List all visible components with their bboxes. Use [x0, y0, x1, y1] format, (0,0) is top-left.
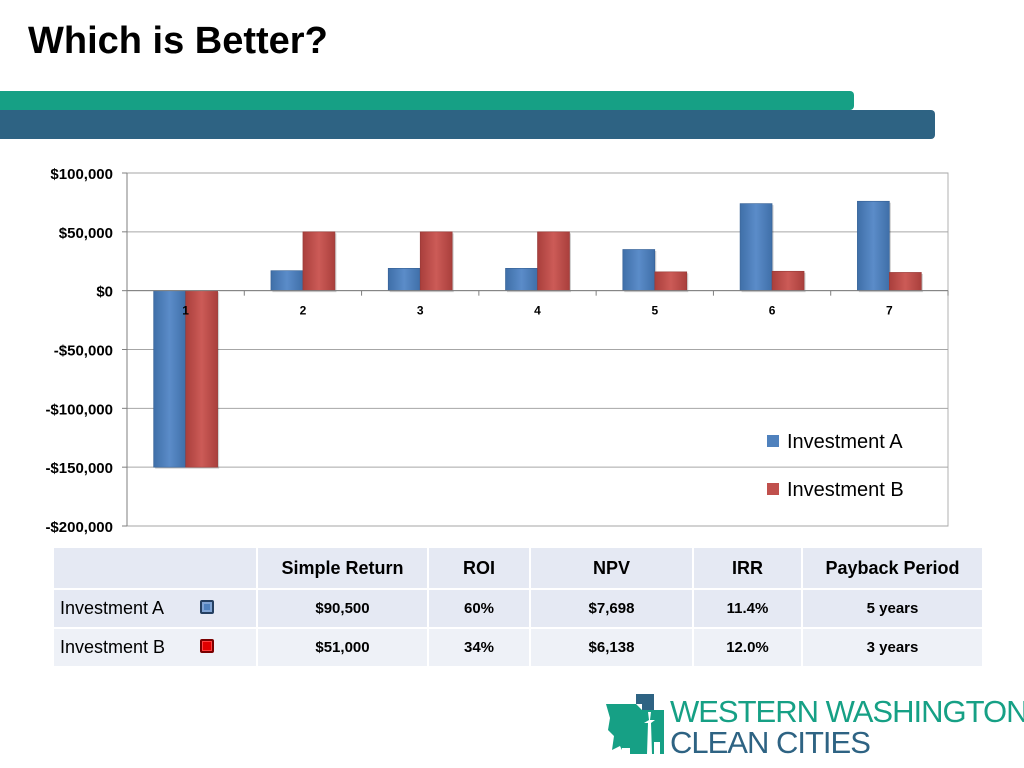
metrics-table: Simple Return ROI NPV IRR Payback Period…: [52, 546, 984, 668]
bar-investment-b-3: [419, 231, 453, 291]
table-row-investment-b: Investment B $51,000 34% $6,138 12.0% 3 …: [52, 627, 984, 668]
header-band-teal: [0, 91, 854, 110]
cell-b-roi: 34%: [427, 627, 531, 668]
bar-investment-a-5: [622, 249, 656, 291]
western-washington-clean-cities-logo: WESTERN WASHINGTON CLEAN CITIES: [604, 690, 1024, 760]
header-band-blue: [0, 110, 935, 139]
legend-label-investment-a: Investment A: [787, 431, 903, 453]
y-tick-label: $100,000: [50, 166, 113, 183]
bar-investment-a-1: [153, 290, 186, 468]
table-header-row: Simple Return ROI NPV IRR Payback Period: [52, 546, 984, 590]
y-tick-label: -$50,000: [54, 343, 113, 360]
logo-text-line-2: CLEAN CITIES: [670, 725, 871, 760]
cell-b-simple-return: $51,000: [256, 627, 429, 668]
y-tick-label: -$100,000: [45, 401, 113, 418]
header-roi: ROI: [427, 546, 531, 590]
bar-investment-b-2: [302, 231, 336, 291]
bar-investment-b-5: [654, 271, 688, 291]
logo-text-line-1: WESTERN WASHINGTON: [670, 694, 1024, 729]
blue-square-icon: [200, 600, 214, 614]
bar-investment-a-6: [739, 203, 773, 291]
y-tick-label: $50,000: [59, 225, 113, 242]
bar-investment-a-4: [505, 268, 538, 291]
legend-swatch-investment-b: [767, 483, 779, 495]
cell-b-npv: $6,138: [529, 627, 694, 668]
legend-label-investment-b: Investment B: [787, 479, 904, 501]
bar-investment-b-1: [185, 290, 218, 468]
x-tick-label: 6: [769, 304, 776, 318]
bar-investment-b-6: [771, 270, 805, 291]
cell-b-irr: 12.0%: [692, 627, 803, 668]
cell-a-npv: $7,698: [529, 588, 694, 629]
slide-title: Which is Better?: [28, 20, 328, 62]
header-npv: NPV: [529, 546, 694, 590]
bar-investment-a-7: [857, 200, 890, 291]
bar-investment-a-2: [270, 270, 304, 291]
cell-a-roi: 60%: [427, 588, 531, 629]
cell-a-payback: 5 years: [801, 588, 984, 629]
x-tick-label: 5: [651, 304, 658, 318]
table-row-investment-a: Investment A $90,500 60% $7,698 11.4% 5 …: [52, 588, 984, 629]
washington-state-space-needle-icon: [606, 694, 664, 754]
header-irr: IRR: [692, 546, 803, 590]
investment-bar-chart: $100,000 $50,000 $0 -$50,000 -$100,000 -$150,…: [45, 166, 949, 536]
cell-a-simple-return: $90,500: [256, 588, 429, 629]
bar-investment-b-4: [537, 231, 570, 291]
bar-investment-a-3: [387, 268, 421, 291]
x-tick-label: 1: [182, 304, 189, 318]
row-label-investment-b: Investment B: [60, 637, 166, 657]
y-tick-label: $0: [96, 284, 113, 301]
header-cell-blank: [52, 546, 258, 590]
bar-investment-b-7: [889, 272, 922, 291]
x-tick-label: 3: [417, 304, 424, 318]
header-simple-return: Simple Return: [256, 546, 429, 590]
y-tick-label: -$150,000: [45, 460, 113, 477]
cell-b-payback: 3 years: [801, 627, 984, 668]
row-label-investment-a: Investment A: [60, 598, 165, 618]
x-tick-label: 7: [886, 304, 893, 318]
x-tick-label: 4: [534, 304, 541, 318]
y-tick-label: -$200,000: [45, 519, 113, 536]
x-tick-label: 2: [300, 304, 307, 318]
cell-a-irr: 11.4%: [692, 588, 803, 629]
header-payback-period: Payback Period: [801, 546, 984, 590]
red-square-icon: [200, 639, 214, 653]
legend-swatch-investment-a: [767, 435, 779, 447]
